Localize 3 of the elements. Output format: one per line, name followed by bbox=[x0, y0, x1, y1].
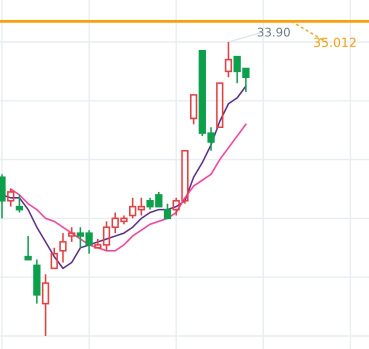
candlestick bbox=[224, 41, 232, 78]
text: 33.90 bbox=[258, 28, 290, 37]
text: 35.012 bbox=[314, 38, 356, 48]
